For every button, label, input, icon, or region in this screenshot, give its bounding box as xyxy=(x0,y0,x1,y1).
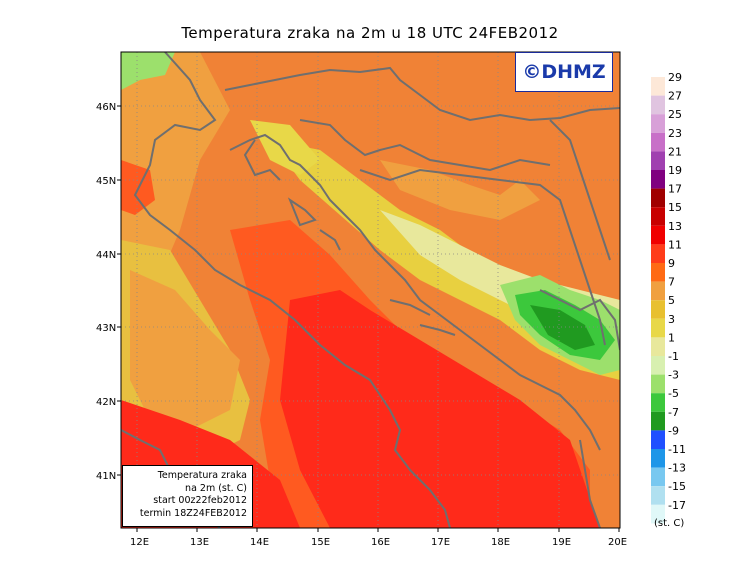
lat-label-42: 42N xyxy=(96,397,116,408)
latitude-axis: 46N 45N 44N 43N 42N 41N xyxy=(96,102,121,482)
legend-swatch xyxy=(651,170,665,189)
lon-label-12: 12E xyxy=(130,537,149,548)
lat-label-44: 44N xyxy=(96,250,116,261)
dhmz-logo: ©DHMZ xyxy=(515,52,613,92)
legend-swatch xyxy=(651,132,665,152)
legend-swatch xyxy=(651,504,665,524)
legend-swatch xyxy=(651,263,665,282)
info-line-4: termin 18Z24FEB2012 xyxy=(139,507,247,519)
legend-swatch xyxy=(651,393,665,412)
temperature-field xyxy=(121,52,620,528)
legend-swatch xyxy=(651,207,665,226)
legend-label: -15 xyxy=(668,480,686,493)
legend-swatch xyxy=(651,411,665,431)
legend-swatch xyxy=(651,374,665,394)
longitude-axis: 12E 13E 14E 15E 16E 17E 18E 19E 20E xyxy=(130,528,627,548)
legend-swatch xyxy=(651,337,665,356)
legend-label: 15 xyxy=(668,201,682,214)
lon-label-15: 15E xyxy=(311,537,330,548)
legend-label: 25 xyxy=(668,108,682,121)
legend-label: 17 xyxy=(668,183,682,196)
legend-swatch xyxy=(651,356,665,375)
map-frame xyxy=(120,51,621,529)
legend-swatch xyxy=(651,77,665,96)
lat-label-41: 41N xyxy=(96,471,116,482)
legend-label: 21 xyxy=(668,145,682,158)
legend-label: 19 xyxy=(668,164,682,177)
lon-label-19: 19E xyxy=(552,537,571,548)
legend-swatch xyxy=(651,430,665,449)
info-line-3: start 00z22feb2012 xyxy=(153,495,247,506)
legend-swatch xyxy=(651,318,665,338)
legend-swatch xyxy=(651,188,665,208)
legend-label: 7 xyxy=(668,276,675,289)
legend-swatch xyxy=(651,151,665,170)
legend-label: -13 xyxy=(668,462,686,475)
lat-label-46: 46N xyxy=(96,102,116,113)
lon-label-16: 16E xyxy=(371,537,390,548)
legend-swatch xyxy=(651,300,665,319)
legend-swatch xyxy=(651,486,665,505)
legend-swatch xyxy=(651,225,665,245)
legend-swatch xyxy=(651,95,665,115)
legend-label: 9 xyxy=(668,257,675,270)
lat-label-45: 45N xyxy=(96,176,116,187)
info-box: Temperatura zraka na 2m (st. C) start 00… xyxy=(122,465,253,527)
lon-label-20: 20E xyxy=(608,537,627,548)
legend-label: 23 xyxy=(668,127,682,140)
legend-swatch xyxy=(651,244,665,263)
color-legend: 29 27 25 23 21 19 17 15 13 11 9 7 5 3 1 -1 -3 -5 -7 -9 -11 -1… xyxy=(651,71,686,524)
legend-label: -17 xyxy=(668,499,686,512)
legend-swatch xyxy=(651,281,665,301)
legend-label: 27 xyxy=(668,90,682,103)
graticule xyxy=(121,52,620,528)
legend-swatch xyxy=(651,114,665,133)
info-line-1: Temperatura zraka xyxy=(157,470,247,481)
lon-label-13: 13E xyxy=(190,537,209,548)
legend-label: -7 xyxy=(668,406,679,419)
lat-label-43: 43N xyxy=(96,323,116,334)
legend-label: -9 xyxy=(668,424,679,437)
legend-label: 3 xyxy=(668,313,675,326)
lon-label-17: 17E xyxy=(431,537,450,548)
legend-label: 5 xyxy=(668,294,675,307)
legend-label: -11 xyxy=(668,443,686,456)
lon-label-14: 14E xyxy=(250,537,269,548)
lon-label-18: 18E xyxy=(491,537,510,548)
coastlines-borders xyxy=(121,52,620,528)
legend-label: -1 xyxy=(668,350,679,363)
legend-label: 1 xyxy=(668,331,675,344)
legend-swatch xyxy=(651,449,665,468)
legend-label: 11 xyxy=(668,238,682,251)
legend-swatch xyxy=(651,467,665,487)
legend-label: -5 xyxy=(668,387,679,400)
legend-label: -3 xyxy=(668,369,679,382)
legend-label: 13 xyxy=(668,220,682,233)
map-title: Temperatura zraka na 2m u 18 UTC 24FEB20… xyxy=(181,24,559,42)
legend-label: 29 xyxy=(668,71,682,84)
legend-unit: (st. C) xyxy=(654,518,685,529)
info-line-2: na 2m (st. C) xyxy=(185,482,247,494)
